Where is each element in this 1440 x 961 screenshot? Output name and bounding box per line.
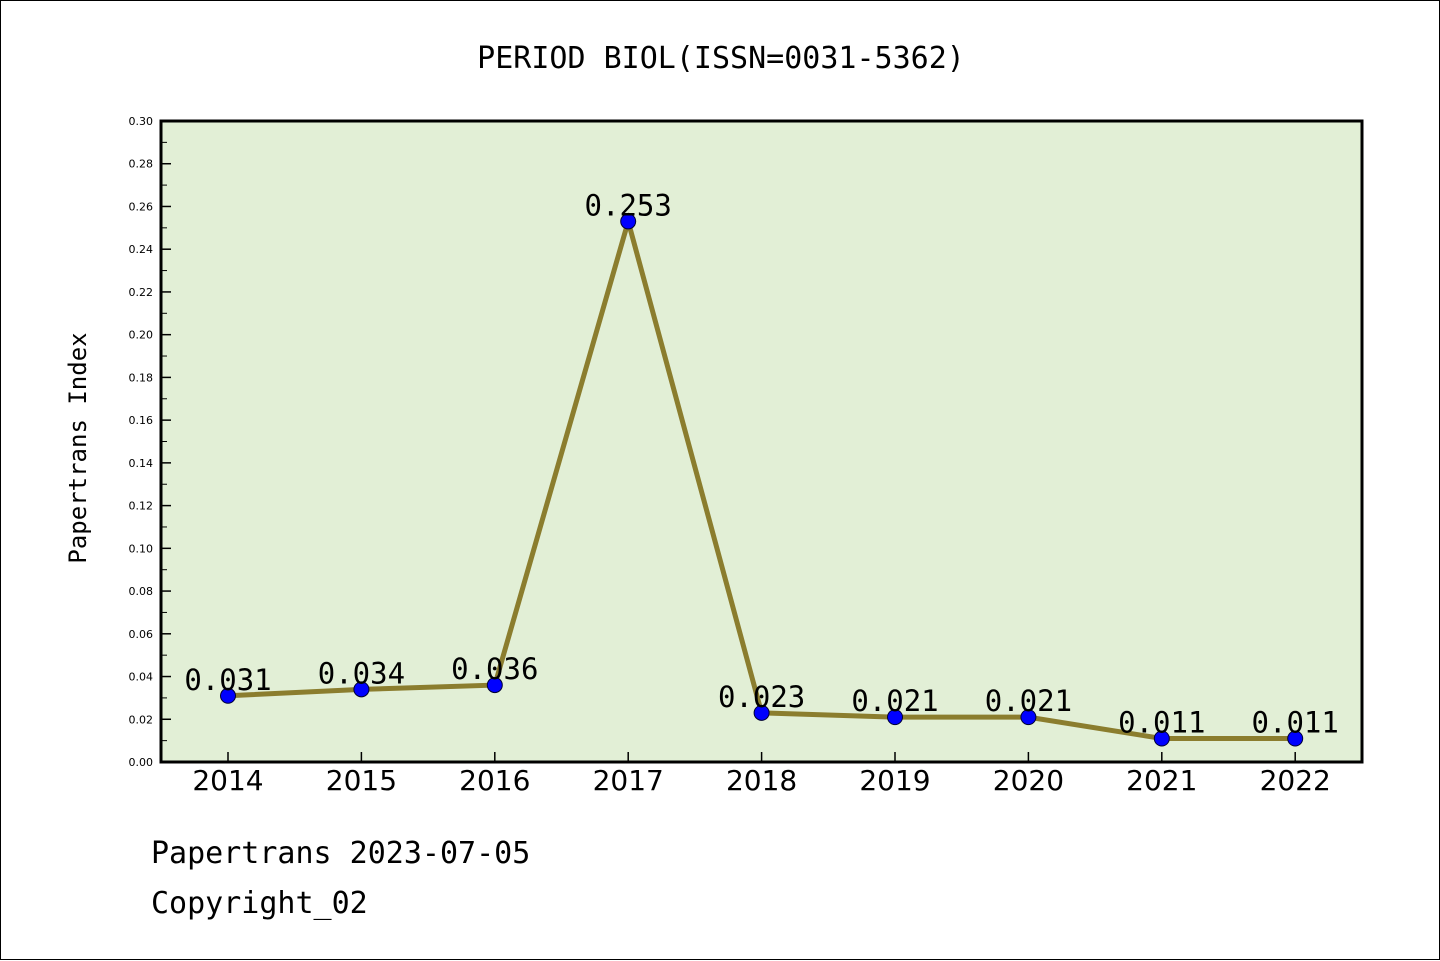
y-tick-label: 0.16 — [129, 414, 154, 427]
data-point — [1020, 709, 1037, 726]
x-tick-label: 2014 — [192, 764, 263, 797]
data-point — [353, 681, 370, 698]
data-label: 0.011 — [1252, 705, 1339, 739]
x-tick-label: 2021 — [1126, 764, 1197, 797]
y-tick-label: 0.28 — [129, 158, 154, 171]
data-label: 0.023 — [718, 680, 805, 714]
footer-copyright: Copyright_02 — [151, 886, 368, 921]
x-tick-label: 2022 — [1260, 764, 1331, 797]
x-axis-ticks: 2014 2015 2016 2017 2018 2019 2020 2021 2022 — [192, 752, 1331, 797]
data-point — [1153, 730, 1170, 747]
y-tick-label: 0.30 — [129, 115, 154, 128]
data-point — [1287, 730, 1304, 747]
x-tick-label: 2020 — [993, 764, 1064, 797]
y-tick-label: 0.22 — [129, 286, 154, 299]
data-labels: 0.031 0.034 0.036 0.253 0.023 0.021 0.021 0.011… — [184, 188, 1339, 739]
chart-title: PERIOD BIOL(ISSN=0031-5362) — [477, 41, 965, 76]
x-tick-label: 2018 — [726, 764, 797, 797]
y-tick-label: 0.24 — [129, 243, 154, 256]
x-tick-label: 2017 — [593, 764, 664, 797]
y-tick-label: 0.08 — [129, 585, 154, 598]
data-label: 0.253 — [585, 188, 672, 222]
y-tick-label: 0.04 — [129, 671, 154, 684]
plot-area — [159, 119, 1364, 764]
data-point — [887, 709, 903, 726]
series — [220, 212, 1304, 747]
y-axis-ticks: 0.00 0.02 0.04 0.06 0.08 0.10 0.12 0.14 0.16 0.18… — [129, 115, 171, 769]
data-point — [486, 677, 503, 694]
y-axis-label: Papertrans Index — [64, 332, 92, 563]
y-tick-label: 0.02 — [129, 713, 154, 726]
y-tick-label: 0.10 — [129, 542, 154, 555]
data-label: 0.036 — [451, 652, 538, 686]
y-tick-label: 0.06 — [129, 628, 154, 641]
y-tick-label: 0.14 — [129, 457, 154, 470]
data-label: 0.021 — [985, 684, 1072, 718]
x-tick-label: 2015 — [326, 764, 397, 797]
data-point — [753, 704, 770, 721]
data-label: 0.034 — [318, 656, 405, 690]
data-point — [220, 687, 236, 704]
y-tick-label: 0.20 — [129, 329, 154, 342]
y-tick-label: 0.12 — [129, 500, 154, 513]
y-tick-label: 0.26 — [129, 200, 154, 213]
data-label: 0.031 — [184, 663, 271, 697]
y-tick-label: 0.18 — [129, 371, 154, 384]
data-point — [620, 213, 637, 230]
footer-date: Papertrans 2023-07-05 — [151, 836, 531, 871]
y-tick-label: 0.00 — [129, 756, 154, 769]
data-label: 0.021 — [851, 684, 938, 718]
data-label: 0.011 — [1118, 705, 1205, 739]
x-tick-label: 2016 — [459, 764, 530, 797]
x-tick-label: 2019 — [859, 764, 930, 797]
